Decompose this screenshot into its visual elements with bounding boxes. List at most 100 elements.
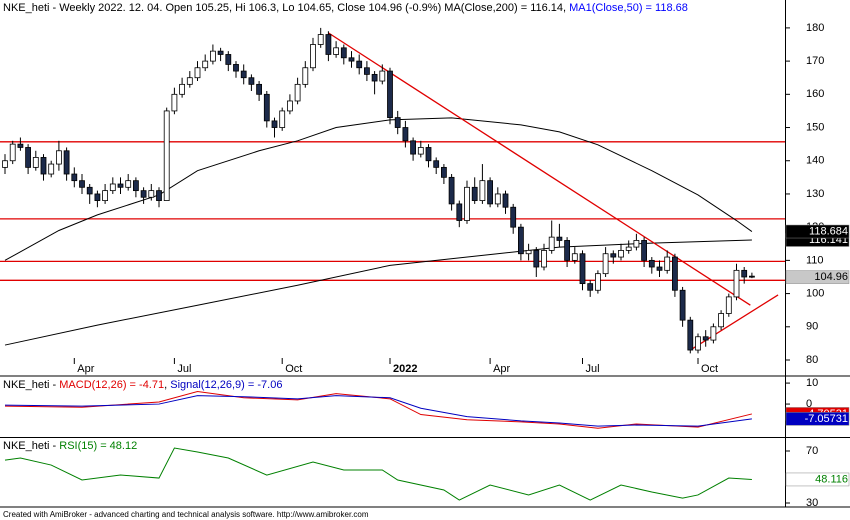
- candle-body: [695, 336, 701, 351]
- indicator-line: [4, 447, 752, 501]
- x-tick-label: Jul: [586, 363, 600, 375]
- candle-body: [271, 120, 278, 128]
- panel-title: NKE_heti - Weekly 2022. 12. 04. Open 105…: [3, 2, 688, 14]
- value-box-label: 48.116: [815, 473, 848, 485]
- y-tick-label: 130: [806, 188, 824, 200]
- y-tick-label: 160: [806, 88, 824, 100]
- indicator-line: [4, 390, 753, 429]
- candle-body: [25, 147, 32, 168]
- candle-body: [494, 193, 501, 205]
- candle-body: [340, 47, 347, 59]
- candle-body: [94, 193, 101, 201]
- candle-body: [456, 203, 463, 221]
- candle-body: [225, 54, 232, 65]
- x-tick-label: Oct: [285, 363, 302, 375]
- candle-body: [163, 110, 170, 201]
- candle-body: [687, 319, 694, 351]
- value-box: [785, 412, 850, 426]
- x-tick-label: Apr: [493, 363, 510, 375]
- value-box-label: 118.684: [809, 225, 848, 237]
- candle-body: [433, 160, 440, 168]
- candle-body: [679, 289, 686, 321]
- trendline: [689, 294, 779, 351]
- panel-title: NKE_heti - RSI(15) = 48.12: [3, 440, 137, 452]
- trendline: [328, 32, 751, 306]
- candle-body: [533, 250, 540, 268]
- y-tick-label: 30: [806, 497, 818, 509]
- y-tick-label: 100: [806, 287, 824, 299]
- title-part: ,: [164, 379, 170, 391]
- candle-body: [302, 67, 309, 85]
- candle-body: [248, 77, 255, 85]
- candle-body: [102, 190, 108, 201]
- candle-body: [171, 93, 178, 112]
- candle-body: [394, 117, 401, 128]
- candle-body: [648, 259, 655, 268]
- candle-body: [633, 240, 640, 248]
- candle-body: [749, 275, 755, 278]
- candle-body: [310, 44, 316, 69]
- candle-body: [510, 206, 517, 228]
- candle-body: [117, 183, 124, 188]
- candle-body: [602, 253, 609, 275]
- candle-body: [518, 226, 524, 255]
- title-part: MA1(Close,50) = 118.68: [569, 2, 688, 14]
- candle-body: [448, 176, 455, 205]
- candle-body: [402, 127, 409, 142]
- candle-body: [733, 269, 740, 298]
- candle-body: [548, 236, 555, 251]
- candle-body: [625, 246, 632, 251]
- candle-body: [479, 180, 486, 201]
- candle-body: [587, 283, 594, 291]
- candle-body: [132, 180, 139, 192]
- title-part: RSI(15) = 48.12: [59, 440, 137, 452]
- candle-body: [156, 190, 162, 201]
- candle-body: [618, 250, 624, 258]
- candle-body: [17, 143, 24, 148]
- value-box-label: 104.96: [814, 271, 848, 283]
- candle-body: [564, 240, 570, 261]
- candle-body: [387, 70, 393, 118]
- candle-body: [702, 336, 709, 341]
- candle-body: [32, 157, 39, 168]
- y-tick-label: 80: [806, 354, 818, 366]
- y-tick-label: 140: [806, 155, 824, 167]
- candle-body: [556, 236, 563, 241]
- candle-body: [140, 190, 147, 198]
- candle-body: [56, 150, 62, 165]
- x-tick-label: Apr: [77, 363, 94, 375]
- x-tick-label: Jul: [177, 363, 191, 375]
- candle-body: [209, 50, 216, 62]
- value-box: [785, 224, 850, 239]
- title-part: Signal(12,26,9) = -7.06: [170, 379, 282, 391]
- candle-body: [672, 256, 678, 291]
- candle-body: [471, 186, 478, 201]
- candle-body: [741, 269, 748, 278]
- value-box: [785, 472, 850, 487]
- y-tick-label: 0: [806, 398, 812, 410]
- y-tick-label: 10: [806, 377, 818, 389]
- candle-body: [294, 83, 301, 102]
- candle-body: [718, 313, 724, 328]
- y-tick-label: 70: [806, 445, 818, 457]
- candle-body: [610, 253, 617, 258]
- candle-body: [541, 250, 547, 268]
- candle-body: [440, 166, 447, 178]
- candle-body: [109, 183, 116, 192]
- candle-body: [664, 256, 671, 271]
- y-tick-label: 110: [806, 254, 824, 266]
- candle-body: [186, 77, 193, 85]
- candle-body: [279, 110, 286, 128]
- footer: Created with AmiBroker - advanced charti…: [3, 510, 369, 519]
- candle-body: [579, 253, 586, 285]
- candle-body: [9, 143, 16, 162]
- candle-body: [194, 67, 201, 79]
- x-tick-label: Oct: [701, 363, 718, 375]
- x-tick-label: 2022: [393, 363, 417, 375]
- candle-body: [333, 47, 340, 55]
- candle-body: [148, 190, 155, 198]
- candle-body: [410, 140, 417, 155]
- candle-body: [656, 266, 663, 271]
- candle-body: [256, 83, 263, 95]
